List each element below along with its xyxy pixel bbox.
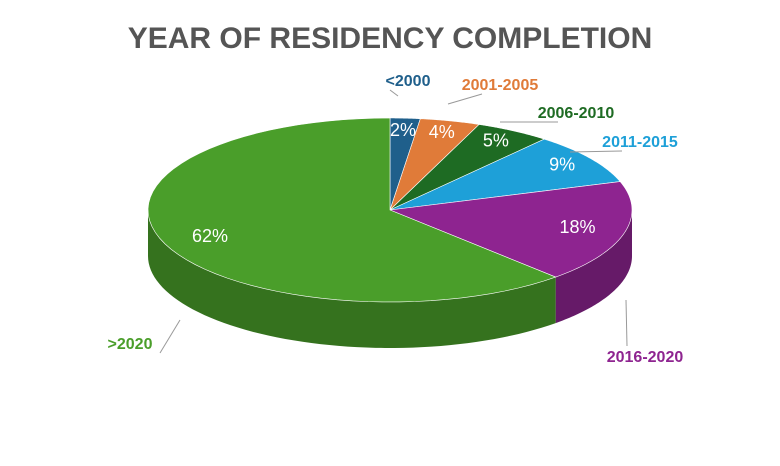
category-label: 2001-2005 (462, 77, 539, 94)
value-label: 62% (192, 226, 228, 246)
category-label: 2011-2015 (602, 134, 678, 151)
leader-line (447, 93, 483, 105)
category-label: 2016-2020 (607, 349, 684, 366)
leader-line (625, 299, 628, 347)
category-label: 2006-2010 (538, 105, 615, 122)
category-label: >2020 (108, 336, 153, 353)
value-label: 4% (429, 122, 455, 142)
value-label: 2% (390, 120, 416, 140)
pie-slice (389, 138, 621, 211)
leader-line (389, 89, 399, 97)
leader-line (159, 319, 181, 354)
leader-line (569, 150, 623, 153)
pie-slice (389, 124, 546, 211)
value-label: 18% (560, 217, 596, 237)
chart-title: YEAR OF RESIDENCY COMPLETION (128, 22, 653, 55)
pie-side (148, 210, 556, 348)
category-label: <2000 (386, 73, 431, 90)
pie-side (555, 210, 632, 324)
value-label: 5% (483, 131, 509, 151)
pie-slice (389, 118, 480, 211)
value-label: 9% (549, 154, 575, 174)
pie-slice (388, 181, 633, 278)
pie-slice (147, 117, 557, 303)
